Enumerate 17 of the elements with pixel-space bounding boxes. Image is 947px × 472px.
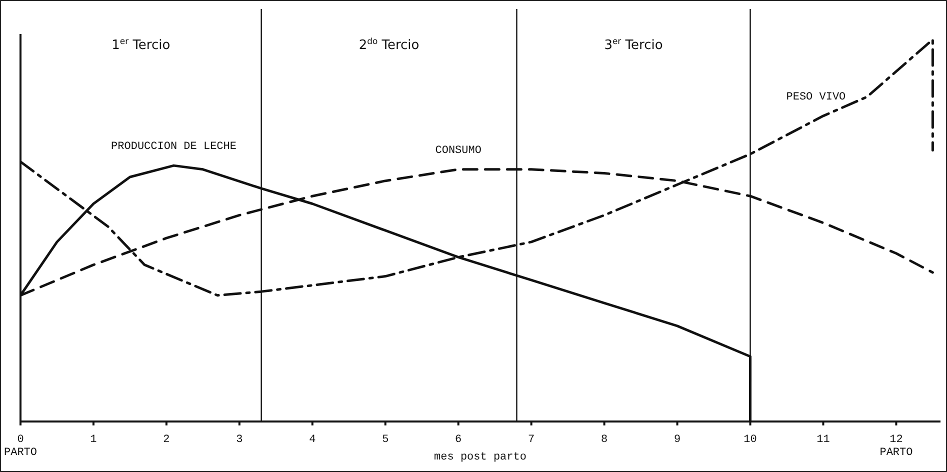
x-tick-label: 1 (90, 434, 98, 446)
x-tick-label: 12 PARTO (880, 434, 914, 460)
x-tick-label: 0 PARTO (4, 434, 38, 460)
x-tick-label: 6 (455, 434, 462, 446)
x-tick-label: 7 (528, 434, 535, 446)
x-tick-label: 4 (309, 434, 316, 446)
x-tick-label: 2 (163, 434, 170, 446)
series-label: PESO VIVO (786, 91, 846, 104)
x-tick-label: 11 (816, 434, 830, 446)
x-tick-label: 8 (601, 434, 608, 446)
series-label: PRODUCCION DE LECHE (111, 140, 237, 153)
x-axis-title: mes post parto (434, 451, 526, 464)
x-tick-label: 10 (744, 434, 757, 446)
x-tick-label: 5 (382, 434, 389, 446)
series-label: CONSUMO (435, 144, 482, 157)
x-tick-label: 9 (674, 434, 681, 446)
x-tick-label: 3 (236, 434, 243, 446)
